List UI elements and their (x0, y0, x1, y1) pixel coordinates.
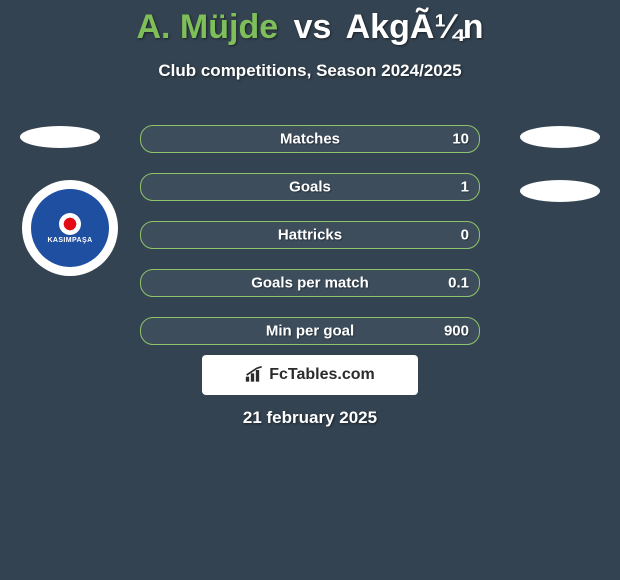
stat-label: Matches (280, 131, 340, 148)
stat-bar: Hattricks 0 (140, 221, 480, 249)
watermark-box: FcTables.com (202, 355, 418, 395)
stat-bars: Matches 10 Goals 1 Hattricks 0 Goals per… (140, 125, 480, 365)
stat-label: Goals per match (251, 275, 369, 292)
chart-icon (245, 366, 265, 384)
subtitle: Club competitions, Season 2024/2025 (0, 61, 620, 81)
club-name: KASIMPAŞA (47, 237, 92, 244)
player2-name: AkgÃ¼n (346, 8, 484, 46)
stat-right-value: 1 (461, 179, 469, 196)
stat-bar: Matches 10 (140, 125, 480, 153)
stat-right-value: 900 (444, 323, 469, 340)
vs-text: vs (294, 8, 332, 46)
club-badge-inner: KASIMPAŞA (31, 189, 109, 267)
page-title: A. Müjde vs AkgÃ¼n (0, 0, 620, 47)
right-ellipse-2 (520, 180, 600, 202)
stat-right-value: 0.1 (448, 275, 469, 292)
stat-right-value: 10 (452, 131, 469, 148)
watermark-text: FcTables.com (269, 366, 375, 384)
club-badge: KASIMPAŞA (22, 180, 118, 276)
stat-label: Hattricks (278, 227, 342, 244)
stat-bar: Min per goal 900 (140, 317, 480, 345)
stat-label: Goals (289, 179, 331, 196)
date-text: 21 february 2025 (0, 408, 620, 428)
canvas: { "title": { "player1": "A. Müjde", "vs"… (0, 0, 620, 580)
right-ellipse-1 (520, 126, 600, 148)
left-ellipse (20, 126, 100, 148)
flag-icon (59, 213, 81, 235)
stat-right-value: 0 (461, 227, 469, 244)
player1-name: A. Müjde (136, 8, 278, 46)
stat-bar: Goals 1 (140, 173, 480, 201)
stat-label: Min per goal (266, 323, 354, 340)
stat-bar: Goals per match 0.1 (140, 269, 480, 297)
